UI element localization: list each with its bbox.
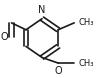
Text: O: O [1,32,8,42]
Text: CH₃: CH₃ [78,58,94,68]
Text: N: N [38,5,46,15]
Text: CH₃: CH₃ [78,18,94,27]
Text: O: O [54,66,62,76]
